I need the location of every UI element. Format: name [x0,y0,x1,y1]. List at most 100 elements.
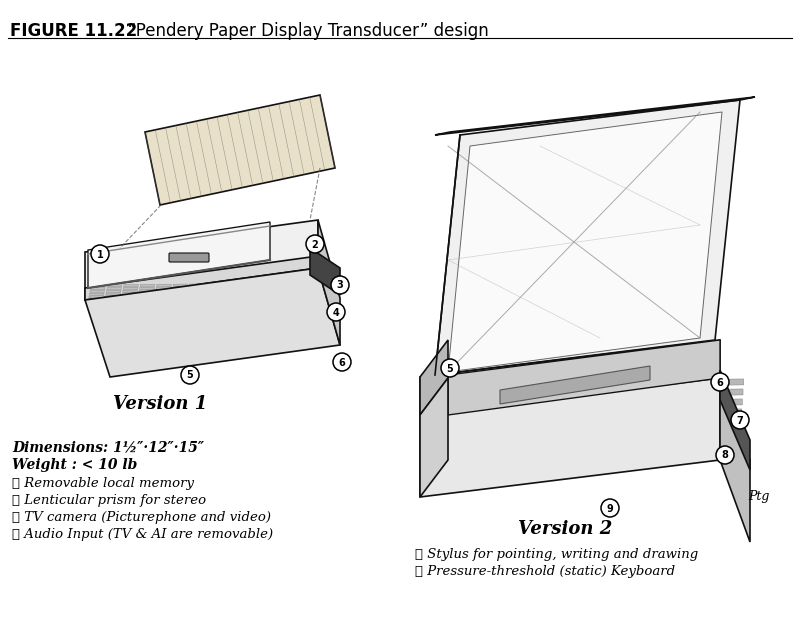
Polygon shape [494,401,515,408]
Text: Version 2: Version 2 [518,520,612,538]
Polygon shape [321,282,335,285]
Polygon shape [156,287,170,289]
Polygon shape [632,380,653,386]
Text: ⑤ Stylus for pointing, writing and drawing: ⑤ Stylus for pointing, writing and drawi… [415,548,698,561]
Text: 9: 9 [606,503,614,513]
Polygon shape [107,285,122,287]
Polygon shape [140,287,154,289]
Polygon shape [222,289,236,291]
Polygon shape [238,289,252,291]
Text: 4: 4 [333,308,339,318]
Polygon shape [139,290,154,292]
Polygon shape [288,286,302,288]
Polygon shape [586,390,607,396]
Polygon shape [138,292,154,295]
Polygon shape [173,284,187,286]
Polygon shape [420,340,720,415]
Text: 5: 5 [186,370,194,381]
Polygon shape [140,284,154,287]
Polygon shape [723,379,744,385]
Polygon shape [700,389,720,396]
Polygon shape [609,390,630,396]
Polygon shape [420,378,720,497]
Text: 2: 2 [312,240,318,250]
Polygon shape [321,286,335,287]
Polygon shape [122,296,136,298]
Circle shape [306,235,324,253]
Circle shape [181,366,199,384]
Polygon shape [188,292,202,294]
Polygon shape [106,296,120,298]
Polygon shape [500,366,650,404]
Polygon shape [222,286,236,289]
Polygon shape [420,378,448,497]
Polygon shape [206,284,221,286]
Polygon shape [206,286,220,289]
Text: Weight : < 10 lb: Weight : < 10 lb [12,458,138,472]
Polygon shape [563,401,583,407]
Polygon shape [254,294,268,296]
Polygon shape [654,399,674,406]
Polygon shape [85,220,318,300]
Circle shape [441,359,459,377]
Polygon shape [156,290,170,292]
Polygon shape [563,391,584,397]
Polygon shape [450,401,470,408]
Polygon shape [320,288,334,290]
Circle shape [91,245,109,263]
Text: ① Removable local memory: ① Removable local memory [12,477,194,490]
Polygon shape [303,291,318,293]
Polygon shape [254,291,268,294]
Polygon shape [187,295,202,297]
Circle shape [327,303,345,321]
Polygon shape [319,291,334,293]
Polygon shape [286,294,301,296]
Polygon shape [238,286,253,288]
Polygon shape [630,410,651,416]
Polygon shape [699,399,720,405]
Polygon shape [287,288,302,291]
Polygon shape [172,289,186,292]
FancyBboxPatch shape [169,253,209,262]
Polygon shape [286,291,301,293]
Polygon shape [587,381,607,386]
Polygon shape [271,286,286,288]
Polygon shape [564,381,585,387]
Text: ③ TV camera (Picturephone and video): ③ TV camera (Picturephone and video) [12,511,271,524]
Polygon shape [319,294,334,296]
Polygon shape [221,292,235,294]
Polygon shape [426,412,446,418]
Polygon shape [473,391,494,398]
Polygon shape [585,410,606,416]
Polygon shape [255,283,270,286]
Circle shape [601,499,619,517]
Polygon shape [518,401,538,407]
Circle shape [711,373,729,391]
Text: Ptg: Ptg [748,490,770,503]
Polygon shape [122,292,137,295]
Polygon shape [190,284,204,286]
Polygon shape [721,409,742,415]
Text: “Pendery Paper Display Transducer” design: “Pendery Paper Display Transducer” desig… [112,22,489,40]
Polygon shape [608,400,629,406]
Polygon shape [654,389,675,396]
Polygon shape [539,411,560,417]
Text: Version 1: Version 1 [113,395,207,413]
Polygon shape [107,287,122,289]
Polygon shape [106,293,120,295]
Polygon shape [677,389,698,396]
Polygon shape [138,296,153,298]
Polygon shape [106,290,121,292]
Text: 6: 6 [338,357,346,367]
Polygon shape [449,411,470,418]
Polygon shape [90,287,105,290]
Polygon shape [435,97,755,135]
Polygon shape [562,411,583,416]
Circle shape [331,276,349,294]
Polygon shape [722,389,743,395]
Polygon shape [610,380,630,386]
Polygon shape [89,296,103,298]
Polygon shape [288,283,302,285]
Polygon shape [305,282,319,285]
Polygon shape [85,268,340,377]
